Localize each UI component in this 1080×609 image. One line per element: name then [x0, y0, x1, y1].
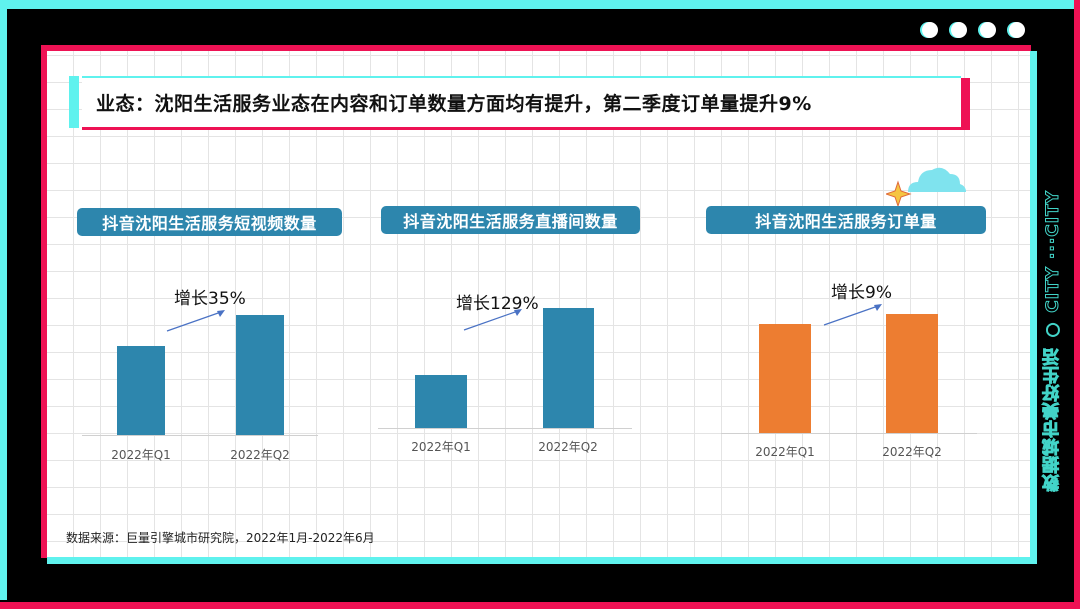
page-title-box: 业态：沈阳生活服务业态在内容和订单数量方面均有提升，第二季度订单量提升9% [82, 76, 961, 127]
page-title: 业态：沈阳生活服务业态在内容和订单数量方面均有提升，第二季度订单量提升9% [96, 93, 812, 115]
growth-arrow-icon [823, 304, 882, 326]
chart-3-xtick: 2022年Q2 [882, 445, 942, 459]
chart-1-x-axis [82, 435, 318, 436]
frame-border-top [0, 0, 1080, 9]
growth-arrow-icon [166, 310, 225, 332]
chart-2-title: 抖音沈阳生活服务直播间数量 [381, 206, 640, 234]
window-dots [922, 22, 1025, 38]
frame-border-left [0, 0, 7, 600]
dot-icon [980, 22, 996, 38]
chart-2-growth-label: 增长129% [456, 294, 539, 314]
chart-1-xtick: 2022年Q1 [111, 448, 171, 462]
cloud-sparkle-icon [886, 167, 966, 206]
chart-2-x-axis [378, 428, 632, 429]
dot-icon [951, 22, 967, 38]
chart-2-bar-q1 [415, 375, 467, 428]
chart-1-bar-q1 [117, 346, 165, 435]
content-panel [47, 51, 1030, 557]
chart-2-xtick: 2022年Q1 [411, 440, 471, 454]
chart-2-xtick: 2022年Q2 [538, 440, 598, 454]
chart-3-bar-q2 [886, 314, 938, 433]
chart-1-growth-label: 增长35% [174, 289, 246, 309]
chart-3-x-axis [721, 433, 977, 434]
chart-3-growth-label: 增长9% [831, 283, 892, 303]
chart-2-bar-q2 [543, 308, 594, 428]
chart-1-xtick: 2022年Q2 [230, 448, 290, 462]
side-banner-text: 数据城市美好生活 ○ CITY ···CITY [1042, 190, 1063, 493]
chart-1-bar-q2 [236, 315, 284, 435]
dot-icon [1009, 22, 1025, 38]
data-source-note: 数据来源：巨量引擎城市研究院，2022年1月-2022年6月 [66, 531, 375, 545]
chart-1-title: 抖音沈阳生活服务短视频数量 [77, 208, 342, 236]
chart-3-xtick: 2022年Q1 [755, 445, 815, 459]
title-accent-cyan [69, 76, 79, 128]
growth-arrow-icon [463, 309, 522, 331]
chart-3-title: 抖音沈阳生活服务订单量 [706, 206, 986, 234]
dot-icon [922, 22, 938, 38]
chart-3-bar-q1 [759, 324, 811, 433]
frame-border-bottom [0, 602, 1080, 609]
side-vertical-banner: 数据城市美好生活 ○ CITY ···CITY [1040, 190, 1064, 570]
frame-border-right [1074, 0, 1080, 609]
